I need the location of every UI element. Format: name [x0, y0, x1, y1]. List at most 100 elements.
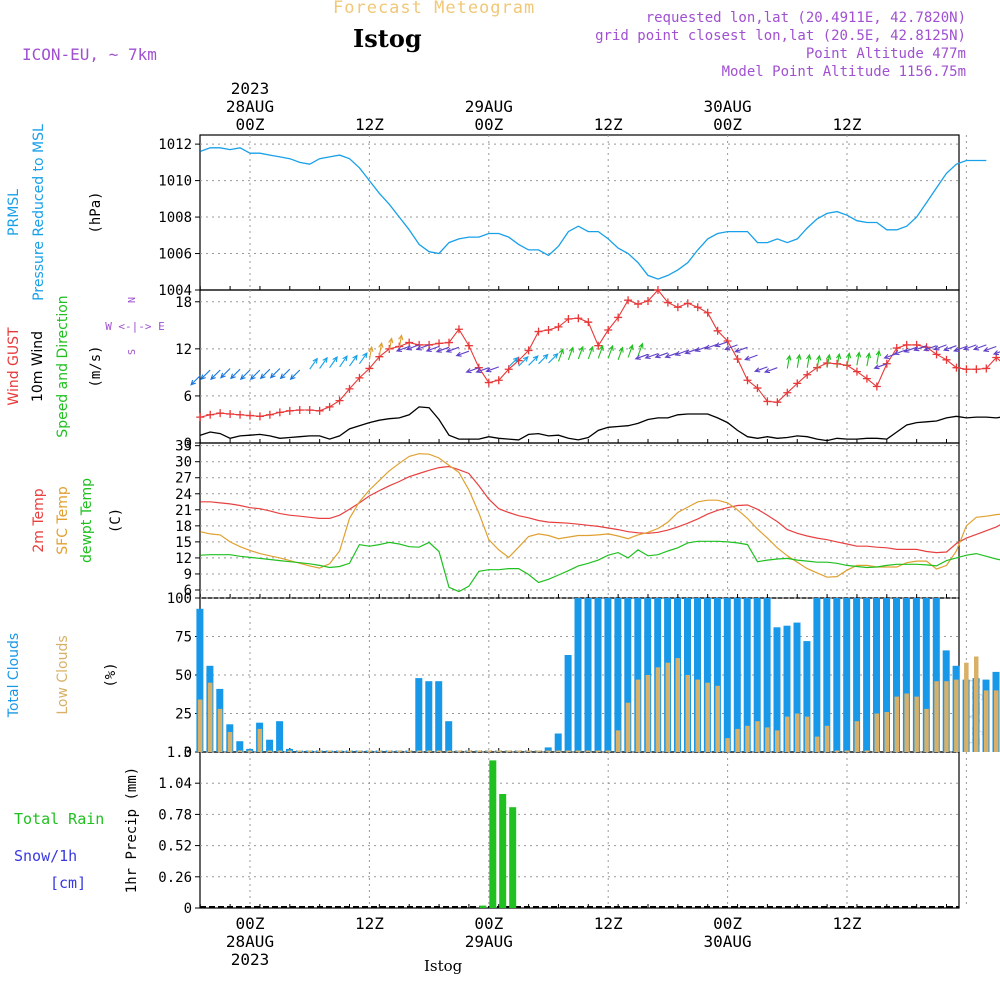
- ytick-label: 27: [175, 471, 192, 487]
- low-cloud-bar: [615, 730, 621, 752]
- wind-panel: 0 6 12 18: [175, 289, 967, 452]
- wind-dir-arrow: [528, 355, 539, 366]
- time-label-top: 12Z: [355, 115, 384, 134]
- low-cloud-bar: [426, 750, 432, 752]
- time-label-bottom: 00Z: [474, 914, 503, 933]
- wind-speed-line: [200, 406, 1000, 442]
- total-cloud-bar: [624, 598, 632, 752]
- low-cloud-bar: [675, 658, 680, 752]
- low-cloud-bar: [526, 750, 531, 752]
- low-cloud-bar: [904, 693, 909, 752]
- gust-marker: [206, 410, 215, 419]
- total-cloud-bar: [604, 598, 612, 752]
- low-cloud-bar: [934, 681, 939, 752]
- ytick-label: 0: [184, 901, 192, 917]
- total-cloud-bar: [634, 598, 642, 752]
- gust-marker: [753, 384, 762, 393]
- ytick-label: 12: [175, 342, 192, 358]
- ytick-label: 1.04: [158, 776, 192, 792]
- total-cloud-bar: [753, 598, 761, 752]
- temperature-ylabel: dewpt Temp: [79, 478, 95, 563]
- low-cloud-bar: [327, 750, 332, 752]
- low-cloud-bar: [864, 750, 870, 752]
- wind-dir-arrow: [714, 341, 728, 348]
- wind-dir-arrow: [734, 346, 748, 353]
- wind-dir-arrow: [913, 345, 927, 352]
- gust-marker: [226, 409, 235, 418]
- gust-marker: [484, 378, 493, 387]
- wind-dir-arrow: [903, 346, 917, 353]
- total-cloud-bar: [883, 598, 890, 752]
- gust-marker: [494, 376, 503, 385]
- total-cloud-bar: [932, 598, 940, 752]
- ytick-label: 1006: [158, 247, 192, 263]
- gust-marker: [454, 325, 463, 334]
- low-cloud-bar: [755, 721, 760, 752]
- low-cloud-bar: [705, 682, 710, 752]
- clouds-yunit: (%): [103, 662, 119, 687]
- cloud-bars: [196, 598, 1000, 752]
- wind-dir-arrow: [249, 369, 261, 381]
- ytick-label: 33: [175, 439, 192, 455]
- total-cloud-bar: [723, 598, 731, 752]
- low-cloud-bar: [257, 728, 263, 752]
- gust-marker: [773, 398, 782, 407]
- total-cloud-bar: [853, 598, 861, 752]
- rain-bar: [499, 794, 507, 908]
- wind-dir-arrow: [259, 368, 271, 380]
- wind-dir-arrow: [309, 357, 318, 370]
- wind-dir-arrow: [873, 363, 887, 370]
- ytick-label: 12: [175, 551, 192, 567]
- wind-dir-arrow: [415, 344, 430, 351]
- gust-marker: [942, 355, 951, 364]
- station-title: Istog: [353, 24, 422, 53]
- wind-dir-arrow: [855, 351, 862, 366]
- gust-marker: [783, 388, 792, 397]
- low-cloud-bar: [446, 750, 452, 752]
- gust-marker: [265, 410, 274, 419]
- wind-dir-arrow: [567, 346, 574, 360]
- ytick-label: 1012: [158, 137, 192, 153]
- wind-dir-arrow: [806, 353, 812, 368]
- wind-dir-arrow: [597, 344, 604, 359]
- total-cloud-bar: [922, 598, 930, 752]
- low-cloud-bar: [655, 667, 661, 752]
- low-cloud-bar: [466, 750, 472, 752]
- ytick-label: 1.3: [167, 745, 192, 761]
- ytick-label: 9: [184, 567, 192, 583]
- wind-dir-arrow: [654, 352, 669, 359]
- gust-marker: [554, 322, 563, 331]
- temp-line-2m-temp: [200, 465, 1000, 554]
- time-label-bottom: 28AUG: [226, 932, 274, 951]
- low-cloud-bar: [516, 750, 521, 752]
- pressure-panel: 1004 1006 1008 1010 1012: [158, 134, 967, 299]
- gust-marker: [584, 318, 593, 327]
- temperature-ylabel: 2m Temp: [31, 488, 47, 552]
- wind-dir-arrow: [289, 369, 301, 381]
- wind-dir-arrow: [548, 352, 559, 364]
- total-cloud-bar: [544, 747, 552, 752]
- wind-dir-arrow: [279, 368, 291, 380]
- wind-dir-arrow: [865, 352, 872, 367]
- low-cloud-bar: [914, 696, 919, 752]
- ytick-label: 0: [184, 436, 192, 452]
- gust-marker: [464, 341, 473, 350]
- time-label-bottom: 2023: [231, 950, 270, 969]
- gust-marker: [445, 338, 453, 347]
- gust-marker: [594, 341, 603, 350]
- low-cloud-bar: [974, 656, 979, 752]
- wind-dir-arrow: [704, 343, 718, 350]
- time-label-top: 12Z: [594, 115, 623, 134]
- wind-dir-arrow: [992, 350, 1000, 356]
- time-label-top: 00Z: [713, 115, 742, 134]
- gust-marker: [902, 340, 911, 349]
- gust-marker: [763, 397, 772, 406]
- gust-marker: [653, 286, 662, 294]
- wind-ylabel: Speed and Direction: [55, 295, 71, 437]
- precip-frame: [199, 751, 960, 909]
- compass-n: N: [127, 297, 138, 303]
- gust-marker: [803, 370, 812, 379]
- total-cloud-bar: [813, 598, 821, 752]
- low-cloud-bar: [506, 750, 511, 752]
